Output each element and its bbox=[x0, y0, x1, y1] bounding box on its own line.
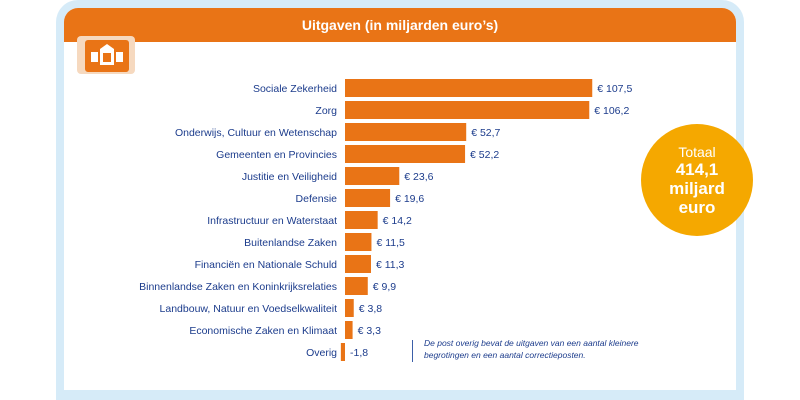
bar bbox=[345, 277, 368, 295]
total-badge: Totaal 414,1 miljard euro bbox=[641, 124, 753, 236]
value-label: -1,8 bbox=[350, 347, 368, 359]
value-label: € 23,6 bbox=[404, 171, 433, 183]
value-label: € 11,5 bbox=[376, 237, 405, 249]
value-label: € 52,2 bbox=[470, 149, 499, 161]
category-label: Buitenlandse Zaken bbox=[244, 237, 337, 249]
bar bbox=[345, 233, 372, 251]
coat-of-arms-icon bbox=[85, 40, 129, 72]
total-amount: 414,1 bbox=[675, 159, 719, 179]
value-label: € 106,2 bbox=[594, 105, 629, 117]
note-connector bbox=[412, 340, 419, 362]
value-label: € 19,6 bbox=[395, 193, 424, 205]
value-label: € 14,2 bbox=[383, 215, 412, 227]
category-label: Financiën en Nationale Schuld bbox=[195, 259, 338, 271]
total-unit-line2: euro bbox=[678, 197, 716, 217]
category-label: Zorg bbox=[315, 105, 337, 117]
bar bbox=[340, 343, 345, 361]
bar bbox=[345, 79, 593, 97]
category-label: Economische Zaken en Klimaat bbox=[189, 325, 337, 337]
category-label: Defensie bbox=[296, 193, 338, 205]
value-label: € 3,8 bbox=[359, 303, 383, 315]
value-label: € 9,9 bbox=[373, 281, 397, 293]
bar bbox=[345, 299, 354, 317]
category-label: Sociale Zekerheid bbox=[253, 83, 337, 95]
value-label: € 11,3 bbox=[376, 259, 405, 271]
category-label: Onderwijs, Cultuur en Wetenschap bbox=[175, 127, 337, 139]
value-label: € 3,3 bbox=[358, 325, 382, 337]
category-label: Gemeenten en Provincies bbox=[216, 149, 337, 161]
category-label: Infrastructuur en Waterstaat bbox=[207, 215, 337, 227]
bar bbox=[345, 255, 371, 273]
total-label: Totaal bbox=[678, 143, 716, 160]
bar bbox=[345, 211, 378, 229]
category-label: Landbouw, Natuur en Voedselkwaliteit bbox=[160, 303, 338, 315]
bar bbox=[345, 189, 391, 207]
bar bbox=[345, 321, 353, 339]
value-label: € 52,7 bbox=[471, 127, 500, 139]
category-label: Justitie en Veiligheid bbox=[242, 171, 337, 183]
bar bbox=[345, 123, 467, 141]
overig-footnote: De post overig bevat de uitgaven van een… bbox=[424, 338, 639, 360]
total-unit-line1: miljard bbox=[669, 178, 725, 198]
bar bbox=[345, 167, 400, 185]
category-label: Overig bbox=[306, 347, 337, 359]
bar bbox=[345, 101, 590, 119]
value-label: € 107,5 bbox=[597, 83, 632, 95]
chart-title: Uitgaven (in miljarden euro’s) bbox=[64, 8, 736, 42]
chart-card bbox=[64, 8, 736, 390]
category-label: Binnenlandse Zaken en Koninkrijksrelatie… bbox=[139, 281, 337, 293]
bar bbox=[345, 145, 466, 163]
